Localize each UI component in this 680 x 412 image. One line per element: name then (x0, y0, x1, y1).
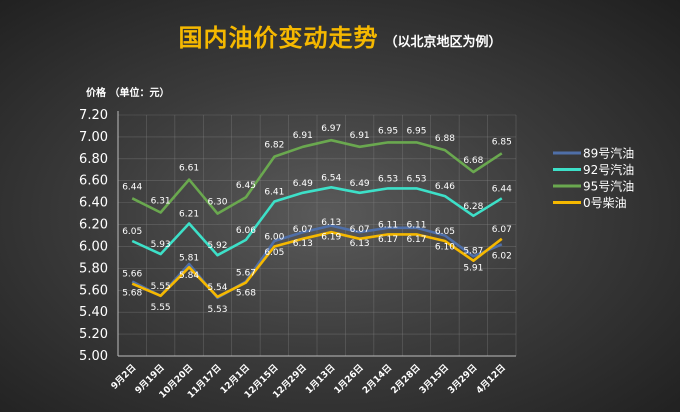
y-tick-label: 6.20 (79, 218, 108, 233)
y-tick-label: 6.80 (79, 152, 108, 167)
series-line-1 (131, 224, 503, 300)
data-label: 5.53 (207, 305, 227, 315)
series-line-3 (131, 138, 503, 215)
data-label: 5.67 (236, 269, 256, 279)
data-label: 5.91 (463, 263, 483, 273)
y-tick-label: 7.20 (79, 108, 108, 123)
data-label: 6.44 (492, 184, 512, 194)
legend-label: 0号柴油 (583, 196, 627, 210)
data-label: 6.61 (179, 164, 199, 174)
data-label: 6.30 (207, 198, 227, 208)
data-label: 6.53 (406, 174, 426, 184)
data-label: 5.81 (179, 253, 199, 263)
legend-label: 89号汽油 (583, 146, 634, 161)
data-label: 6.13 (293, 239, 313, 249)
data-label: 6.49 (293, 179, 313, 189)
data-label: 6.41 (264, 188, 284, 198)
chart-subtitle: （以北京地区为例） (384, 35, 502, 50)
data-label: 5.54 (207, 283, 227, 293)
data-label: 6.95 (406, 126, 426, 136)
data-label: 6.05 (435, 227, 455, 237)
data-label: 6.11 (378, 220, 398, 230)
legend-label: 92号汽油 (583, 162, 634, 177)
data-label: 6.91 (293, 131, 313, 141)
chart-title: 国内油价变动走势 (178, 24, 379, 52)
y-tick-label: 5.00 (79, 349, 108, 364)
data-label: 6.88 (435, 134, 455, 144)
data-label: 6.17 (406, 235, 426, 245)
data-label: 6.97 (321, 124, 341, 134)
data-label: 6.82 (264, 141, 284, 151)
data-label: 5.93 (151, 240, 171, 250)
data-label: 6.05 (264, 248, 284, 258)
legend-label: 95号汽油 (583, 179, 634, 194)
y-tick-label: 5.40 (79, 305, 108, 320)
data-label: 6.68 (463, 156, 483, 166)
data-label: 5.66 (122, 270, 142, 280)
data-label: 6.49 (350, 179, 370, 189)
data-label: 5.92 (207, 241, 227, 251)
x-tick-label: 3月15日 (417, 362, 451, 396)
data-label: 6.05 (122, 227, 142, 237)
x-tick-label: 4月12日 (474, 362, 508, 396)
x-tick-label: 2月28日 (389, 362, 423, 396)
x-tick-label: 2月14日 (360, 362, 394, 396)
data-label: 6.10 (435, 243, 455, 253)
data-label: 6.53 (378, 174, 398, 184)
y-tick-label: 6.00 (79, 239, 108, 254)
data-label: 5.55 (151, 282, 171, 292)
y-tick-label: 6.40 (79, 196, 108, 211)
data-label: 5.68 (236, 289, 256, 299)
x-tick-label: 1月13日 (304, 362, 338, 396)
data-label: 6.19 (321, 233, 341, 243)
data-label: 6.11 (406, 220, 426, 230)
data-label: 6.07 (293, 225, 313, 235)
title-block: 国内油价变动走势 （以北京地区为例） (0, 18, 680, 53)
data-label: 6.07 (492, 225, 512, 235)
data-label: 6.54 (321, 173, 341, 183)
y-tick-label: 5.80 (79, 261, 108, 276)
data-label: 6.07 (350, 225, 370, 235)
data-label: 6.21 (179, 209, 199, 219)
y-tick-label: 5.60 (79, 283, 108, 298)
x-tick-label: 9月2日 (109, 362, 138, 391)
data-label: 5.68 (122, 289, 142, 299)
y-tick-label: 7.00 (79, 130, 108, 145)
data-label: 6.17 (378, 235, 398, 245)
data-label: 6.13 (321, 218, 341, 228)
data-label: 6.45 (236, 181, 256, 191)
data-label: 6.95 (378, 126, 398, 136)
data-label: 6.44 (122, 182, 142, 192)
y-tick-label: 6.60 (79, 174, 108, 189)
data-label: 6.00 (264, 232, 284, 242)
data-label: 6.46 (435, 182, 455, 192)
series-line-2 (131, 186, 503, 257)
data-label: 6.02 (492, 251, 512, 261)
x-tick-label: 3月29日 (446, 362, 480, 396)
data-label: 5.84 (179, 271, 199, 281)
data-label: 6.06 (236, 226, 256, 236)
data-label: 6.28 (463, 202, 483, 212)
data-label: 6.85 (492, 137, 512, 147)
data-label: 5.55 (151, 303, 171, 313)
data-label: 5.87 (463, 247, 483, 257)
data-label: 6.31 (151, 196, 171, 206)
data-label: 6.13 (350, 239, 370, 249)
x-tick-label: 1月26日 (332, 362, 366, 396)
series-line-4 (131, 230, 503, 299)
y-axis-label: 价格 （单位：元） (86, 86, 169, 99)
y-tick-label: 5.20 (79, 327, 108, 342)
data-label: 6.91 (350, 131, 370, 141)
